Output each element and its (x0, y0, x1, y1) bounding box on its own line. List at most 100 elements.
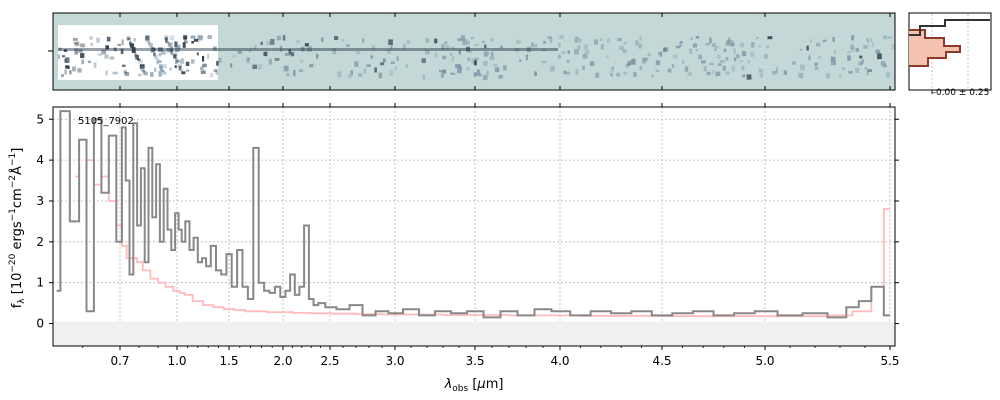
spectrum-2d-pixel (346, 44, 350, 48)
spectrum-2d-pixel (166, 48, 171, 53)
spectrum-2d-pixel (533, 43, 538, 48)
spectrum-2d-pixel (775, 67, 778, 74)
spectrum-2d-pixel (741, 65, 745, 71)
spectrum-2d-pixel (639, 66, 643, 70)
spectrum-2d-pixel (547, 36, 552, 39)
spectrum-2d-pixel (565, 71, 570, 75)
spectrum-2d-pixel (638, 43, 642, 49)
spectrum-2d-pixel (168, 42, 174, 47)
spectrum-2d-pixel (817, 56, 822, 59)
x-tick-label: 2.5 (320, 354, 339, 368)
spectrum-2d-pixel (263, 51, 268, 57)
spectrum-2d-pixel (625, 63, 629, 68)
spectrum-2d-pixel (633, 72, 637, 77)
spectrum-2d-pixel (559, 35, 564, 40)
spectrum-2d-pixel (64, 57, 70, 63)
spectrum-2d-pixel (655, 60, 661, 66)
spectrum-2d-pixel (830, 56, 836, 62)
spectrum-2d-pixel (567, 50, 570, 54)
spectrum-2d-pixel (783, 70, 788, 75)
spectrum-2d-pixel (733, 48, 736, 55)
spectrum-2d-pixel (758, 45, 761, 48)
spectrum-2d-pixel (290, 52, 295, 57)
spectrum-2d-pixel (288, 49, 292, 55)
spectrum-2d-pixel (687, 72, 693, 76)
spectrum-2d-pixel (185, 61, 190, 67)
spectrum-2d-pixel (422, 74, 425, 80)
spectrum-2d-pixel (494, 67, 500, 73)
spectrum-2d-pixel (157, 60, 162, 64)
spectrum-2d-pixel (489, 56, 495, 61)
spectrum-2d-pixel (609, 69, 614, 73)
spectrum-2d-pixel (177, 44, 181, 51)
spectrum-2d-pixel (658, 52, 662, 56)
spectrum-2d-pixel (347, 74, 352, 79)
spectrum-2d-pixel (738, 60, 744, 63)
spectrum-2d-pixel (705, 42, 711, 46)
spectrum-2d-pixel (593, 39, 598, 45)
spectrum-2d-pixel (746, 74, 752, 80)
spectrum-2d-pixel (482, 40, 485, 44)
spectrum-2d-pixel (825, 73, 831, 79)
spectrum-2d-pixel (185, 40, 189, 44)
spectrum-2d-pixel (886, 72, 890, 78)
profile-panel: -0.00 ± 0.25 (908, 12, 992, 98)
spectrum-2d-pixel (631, 58, 636, 65)
plot-frame (52, 106, 896, 347)
spectrum-2d-pixel (202, 63, 207, 68)
x-tick-label: 1.5 (219, 354, 238, 368)
spectrum-2d-pixel (148, 43, 153, 48)
spectrum-2d-pixel (446, 45, 449, 50)
spectrum-2d-pixel (541, 60, 547, 64)
spectrum-2d-pixel (405, 64, 409, 68)
spectrum-2d-pixel (386, 49, 392, 54)
spectrum-2d-pixel (284, 52, 290, 57)
series-model (75, 138, 890, 318)
spectrum-2d-pixel (441, 44, 445, 50)
spectrum-2d-pixel (458, 66, 462, 70)
spectrum-2d-pixel (595, 72, 600, 78)
spectrum-2d-pixel (848, 71, 853, 74)
spectrum-2d-pixel (444, 41, 448, 45)
spectrum-2d-pixel (622, 49, 627, 54)
spectrum-2d-pixel (457, 67, 462, 74)
spectrum-2d-pixel (213, 46, 217, 51)
spectrum-2d-pixel (253, 44, 257, 50)
spectrum-2d-pixel (183, 35, 188, 40)
spectrum-2d-pixel (442, 55, 447, 60)
spectrum-2d-pixel (566, 59, 570, 64)
spectrum-2d-pixel (166, 41, 170, 45)
spectrum-2d-pixel (809, 39, 813, 43)
spectrum-2d-pixel (542, 48, 546, 52)
spectrum-2d-pixel (113, 47, 117, 52)
spectrum-2d-pixel (276, 35, 281, 41)
spectrum-2d-pixel (146, 37, 149, 44)
spectrum-2d-pixel (731, 65, 736, 72)
spectrum-2d-pixel (363, 68, 367, 74)
spectrum-2d-pixel (184, 37, 187, 43)
spectrum-2d-pixel (406, 39, 411, 45)
spectrum-2d-pixel (799, 48, 803, 52)
spectrum-2d-pixel (616, 72, 621, 77)
spectrum-2d-pixel (888, 36, 892, 39)
spectrum-2d-pixel (682, 60, 685, 64)
spectrum-2d-pixel (425, 38, 430, 43)
spectrum-2d-pixel (711, 43, 716, 47)
spectrum-2d-pixel (216, 61, 219, 66)
spectrum-2d-pixel (266, 41, 271, 46)
spectrum-2d-pixel (200, 66, 204, 71)
spectrum-2d-pixel (370, 55, 374, 59)
spectrum-2d-pixel (389, 70, 394, 76)
spectrum-2d-pixel (550, 65, 555, 72)
spectrum-2d-pixel (855, 48, 860, 52)
spectrum-2d-pixel (600, 38, 603, 41)
spectrum-2d-pixel (589, 61, 595, 67)
spectrum-2d-pixel (619, 46, 624, 50)
spectrum-2d-pixel (623, 41, 627, 45)
spectrum-2d-pixel (764, 53, 768, 59)
spectrum-2d-pixel (866, 70, 869, 76)
spectrum-2d-pixel (81, 59, 85, 65)
spectrum-2d-pixel (557, 54, 562, 59)
spectrum-2d-pixel (725, 56, 729, 61)
